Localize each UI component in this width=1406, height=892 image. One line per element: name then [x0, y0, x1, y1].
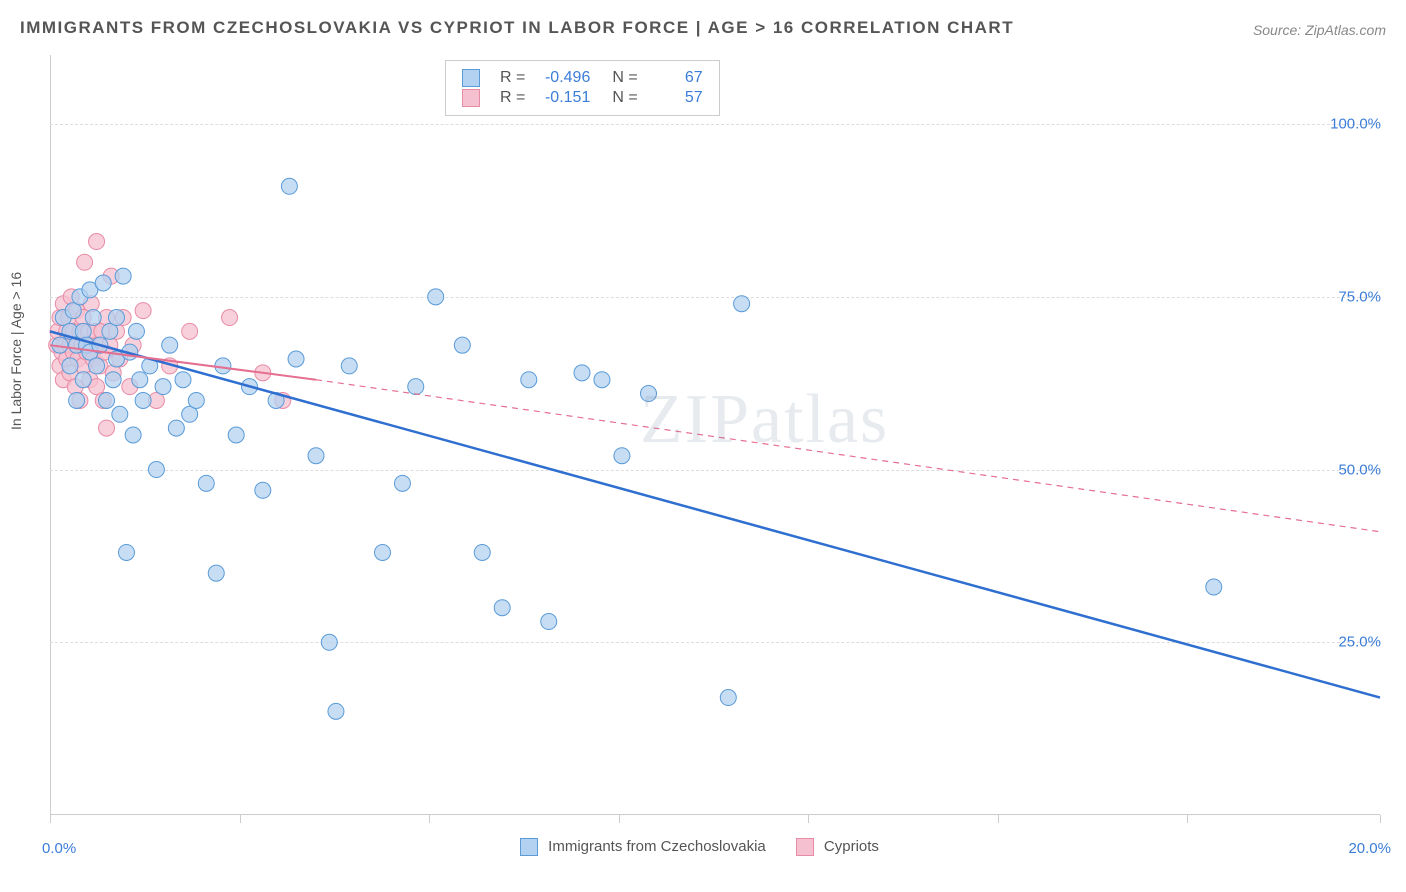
scatter-point-czech — [175, 372, 191, 388]
scatter-point-czech — [128, 323, 144, 339]
scatter-point-czech — [341, 358, 357, 374]
scatter-point-cypriot — [182, 323, 198, 339]
scatter-point-czech — [112, 406, 128, 422]
chart-container: IMMIGRANTS FROM CZECHOSLOVAKIA VS CYPRIO… — [0, 0, 1406, 892]
scatter-point-czech — [62, 358, 78, 374]
trendline-ext-cypriot — [316, 380, 1380, 532]
y-axis-label: In Labor Force | Age > 16 — [8, 272, 24, 430]
scatter-point-czech — [85, 310, 101, 326]
scatter-point-cypriot — [135, 303, 151, 319]
swatch-cypriot — [462, 89, 480, 107]
x-axis-min-label: 0.0% — [42, 840, 76, 857]
legend-item-cypriot: Cypriots — [796, 838, 879, 856]
scatter-point-czech — [521, 372, 537, 388]
stats-row-cypriot: R = -0.151 N = 57 — [462, 89, 703, 107]
scatter-point-czech — [115, 268, 131, 284]
scatter-point-czech — [89, 358, 105, 374]
scatter-point-czech — [198, 475, 214, 491]
scatter-point-czech — [255, 482, 271, 498]
scatter-point-czech — [109, 310, 125, 326]
scatter-point-czech — [125, 427, 141, 443]
scatter-point-cypriot — [99, 420, 115, 436]
scatter-point-czech — [288, 351, 304, 367]
scatter-point-czech — [308, 448, 324, 464]
scatter-point-czech — [428, 289, 444, 305]
scatter-point-czech — [541, 614, 557, 630]
legend-bottom: Immigrants from Czechoslovakia Cypriots — [520, 838, 879, 856]
scatter-point-czech — [208, 565, 224, 581]
scatter-point-cypriot — [77, 254, 93, 270]
scatter-point-czech — [135, 392, 151, 408]
correlation-stats-box: R = -0.496 N = 67 R = -0.151 N = 57 — [445, 60, 720, 116]
scatter-point-czech — [375, 544, 391, 560]
scatter-point-czech — [641, 386, 657, 402]
x-tick — [240, 815, 241, 823]
scatter-point-czech — [148, 462, 164, 478]
x-axis-max-label: 20.0% — [1348, 840, 1391, 857]
scatter-point-czech — [162, 337, 178, 353]
scatter-point-czech — [118, 544, 134, 560]
scatter-point-czech — [105, 372, 121, 388]
trendline-czech — [50, 331, 1380, 697]
scatter-point-czech — [394, 475, 410, 491]
scatter-point-czech — [594, 372, 610, 388]
scatter-point-czech — [188, 392, 204, 408]
source-label: Source: ZipAtlas.com — [1253, 22, 1386, 38]
x-tick — [1187, 815, 1188, 823]
scatter-svg — [50, 55, 1380, 815]
x-tick — [429, 815, 430, 823]
scatter-point-cypriot — [222, 310, 238, 326]
scatter-point-czech — [132, 372, 148, 388]
scatter-point-czech — [614, 448, 630, 464]
scatter-point-czech — [228, 427, 244, 443]
scatter-point-czech — [99, 392, 115, 408]
legend-swatch-czech — [520, 838, 538, 856]
scatter-point-czech — [155, 379, 171, 395]
scatter-point-czech — [720, 690, 736, 706]
scatter-point-czech — [281, 178, 297, 194]
scatter-point-czech — [95, 275, 111, 291]
scatter-point-czech — [408, 379, 424, 395]
legend-swatch-cypriot — [796, 838, 814, 856]
scatter-point-czech — [574, 365, 590, 381]
scatter-point-czech — [328, 703, 344, 719]
x-tick — [1380, 815, 1381, 823]
scatter-point-czech — [474, 544, 490, 560]
scatter-point-czech — [494, 600, 510, 616]
scatter-point-cypriot — [89, 234, 105, 250]
legend-item-czech: Immigrants from Czechoslovakia — [520, 838, 766, 856]
x-tick — [619, 815, 620, 823]
scatter-point-czech — [75, 323, 91, 339]
scatter-point-czech — [454, 337, 470, 353]
scatter-point-czech — [321, 634, 337, 650]
scatter-point-czech — [69, 392, 85, 408]
stats-row-czech: R = -0.496 N = 67 — [462, 69, 703, 87]
scatter-point-czech — [75, 372, 91, 388]
x-tick — [808, 815, 809, 823]
scatter-point-czech — [168, 420, 184, 436]
chart-title: IMMIGRANTS FROM CZECHOSLOVAKIA VS CYPRIO… — [20, 18, 1014, 38]
swatch-czech — [462, 69, 480, 87]
x-tick — [998, 815, 999, 823]
x-tick — [50, 815, 51, 823]
scatter-point-czech — [734, 296, 750, 312]
scatter-point-czech — [1206, 579, 1222, 595]
